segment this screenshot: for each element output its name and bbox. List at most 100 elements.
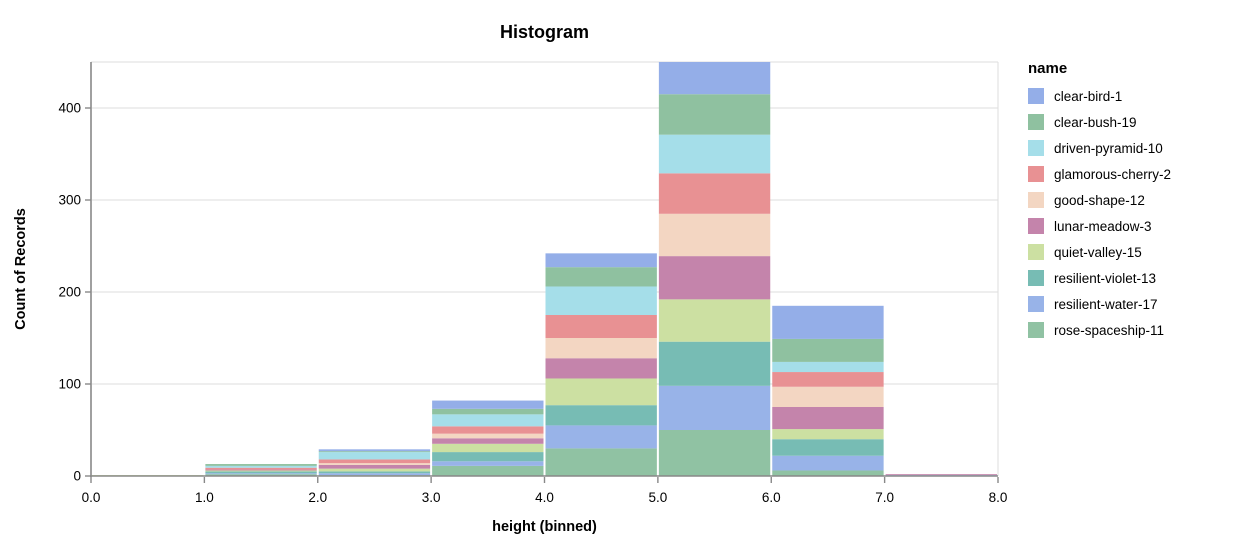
bar-segment-glamorous-cherry-2 xyxy=(545,315,657,338)
bar-segment-lunar-meadow-3 xyxy=(432,438,544,444)
x-tick-label: 1.0 xyxy=(195,490,214,505)
bar-segment-resilient-water-17 xyxy=(545,425,657,449)
legend-items: clear-bird-1 clear-bush-19 driven-pyramid-… xyxy=(1028,88,1171,338)
y-axis-title: Count of Records xyxy=(13,208,29,330)
bar-segment-resilient-water-17 xyxy=(205,473,317,475)
bar-segment-driven-pyramid-10 xyxy=(772,361,884,373)
x-tick-label: 0.0 xyxy=(82,490,101,505)
legend-item-clear-bird-1: clear-bird-1 xyxy=(1028,88,1171,104)
x-tick-label: 6.0 xyxy=(762,490,781,505)
bar-segment-lunar-meadow-3 xyxy=(205,469,317,471)
bar-segment-clear-bird-1 xyxy=(658,62,771,95)
x-tick-label: 2.0 xyxy=(308,490,327,505)
bar-segment-resilient-water-17 xyxy=(772,455,884,471)
legend-swatch xyxy=(1028,140,1044,156)
bar-segment-quiet-valley-15 xyxy=(772,429,884,440)
bar-segment-lunar-meadow-3 xyxy=(772,407,884,430)
y-tick-label: 0 xyxy=(73,469,81,484)
bar-segment-rose-spaceship-11 xyxy=(432,465,544,476)
bar-segment-clear-bush-19 xyxy=(432,408,544,415)
bar-segment-clear-bird-1 xyxy=(432,400,544,409)
legend-item-lunar-meadow-3: lunar-meadow-3 xyxy=(1028,218,1171,234)
legend-item-rose-spaceship-11: rose-spaceship-11 xyxy=(1028,322,1171,338)
bar-segment-resilient-violet-13 xyxy=(205,471,317,474)
legend-label: quiet-valley-15 xyxy=(1054,244,1142,260)
bar-segment-quiet-valley-15 xyxy=(205,470,317,472)
bar-segment-clear-bird-1 xyxy=(545,253,657,268)
legend-item-good-shape-12: good-shape-12 xyxy=(1028,192,1171,208)
bar-segment-clear-bush-19 xyxy=(545,267,657,287)
bar-segment-lunar-meadow-3 xyxy=(545,358,657,379)
bar-segment-glamorous-cherry-2 xyxy=(205,467,317,470)
bar-segment-good-shape-12 xyxy=(432,433,544,439)
bar-segment-quiet-valley-15 xyxy=(545,378,657,406)
legend-swatch xyxy=(1028,244,1044,260)
legend-swatch xyxy=(1028,270,1044,286)
bar-segment-resilient-violet-13 xyxy=(432,452,544,462)
bar-segment-clear-bush-19 xyxy=(658,94,771,135)
legend-swatch xyxy=(1028,322,1044,338)
legend-label: resilient-violet-13 xyxy=(1054,270,1157,286)
legend-label: resilient-water-17 xyxy=(1054,296,1158,312)
bar-segment-clear-bird-1 xyxy=(318,449,431,452)
bar-segment-good-shape-12 xyxy=(318,463,431,465)
bar-segment-glamorous-cherry-2 xyxy=(772,372,884,387)
bar-segment-resilient-water-17 xyxy=(432,461,544,466)
bar-segment-driven-pyramid-10 xyxy=(318,452,431,460)
bar-segment-quiet-valley-15 xyxy=(658,299,771,342)
bar-segment-rose-spaceship-11 xyxy=(545,448,657,476)
x-tick-label: 4.0 xyxy=(535,490,554,505)
legend-label: driven-pyramid-10 xyxy=(1054,140,1163,156)
x-tick-label: 5.0 xyxy=(648,490,667,505)
bar-segment-resilient-violet-13 xyxy=(772,439,884,456)
legend-item-resilient-water-17: resilient-water-17 xyxy=(1028,296,1171,312)
legend-label: good-shape-12 xyxy=(1054,192,1145,208)
bar-segment-glamorous-cherry-2 xyxy=(318,459,431,464)
bar-segment-glamorous-cherry-2 xyxy=(432,426,544,434)
bar-segment-rose-spaceship-11 xyxy=(658,430,771,476)
legend-swatch xyxy=(1028,296,1044,312)
bar-segment-driven-pyramid-10 xyxy=(658,134,771,174)
y-tick-label: 300 xyxy=(58,193,81,208)
bar-segment-glamorous-cherry-2 xyxy=(658,173,771,214)
bar-segment-resilient-violet-13 xyxy=(318,471,431,474)
bar-segment-good-shape-12 xyxy=(772,386,884,407)
bar-segment-clear-bush-19 xyxy=(772,338,884,362)
bar-segment-quiet-valley-15 xyxy=(318,468,431,472)
legend-label: rose-spaceship-11 xyxy=(1054,322,1165,338)
bar-segment-lunar-meadow-3 xyxy=(318,464,431,469)
bar-segment-quiet-valley-15 xyxy=(432,443,544,453)
legend-swatch xyxy=(1028,218,1044,234)
legend-label: glamorous-cherry-2 xyxy=(1054,166,1172,182)
bar-segment-driven-pyramid-10 xyxy=(205,465,317,468)
legend-item-driven-pyramid-10: driven-pyramid-10 xyxy=(1028,140,1171,156)
x-axis-title: height (binned) xyxy=(492,519,597,535)
y-tick-label: 100 xyxy=(58,377,81,392)
legend-item-resilient-violet-13: resilient-violet-13 xyxy=(1028,270,1171,286)
bar-segment-clear-bush-19 xyxy=(318,451,431,453)
bar-segment-driven-pyramid-10 xyxy=(545,286,657,315)
legend-label: clear-bird-1 xyxy=(1054,88,1123,104)
legend-label: clear-bush-19 xyxy=(1054,114,1137,130)
bar-segment-clear-bush-19 xyxy=(205,464,317,466)
bar-segment-resilient-violet-13 xyxy=(658,341,771,386)
legend-swatch xyxy=(1028,166,1044,182)
bar-segment-resilient-water-17 xyxy=(658,385,771,430)
legend: name clear-bird-1 clear-bush-19 driven-pyr… xyxy=(1028,60,1171,348)
bar-segment-good-shape-12 xyxy=(545,338,657,359)
x-tick-label: 3.0 xyxy=(422,490,441,505)
bar-segment-clear-bird-1 xyxy=(772,305,884,339)
legend-label: lunar-meadow-3 xyxy=(1054,218,1152,234)
bar-segment-rose-spaceship-11 xyxy=(772,470,884,476)
legend-item-glamorous-cherry-2: glamorous-cherry-2 xyxy=(1028,166,1171,182)
y-tick-label: 200 xyxy=(58,285,81,300)
legend-swatch xyxy=(1028,88,1044,104)
legend-item-clear-bush-19: clear-bush-19 xyxy=(1028,114,1171,130)
x-tick-label: 8.0 xyxy=(989,490,1008,505)
legend-swatch xyxy=(1028,114,1044,130)
legend-item-quiet-valley-15: quiet-valley-15 xyxy=(1028,244,1171,260)
bar-segment-resilient-violet-13 xyxy=(545,405,657,426)
legend-title: name xyxy=(1028,60,1068,77)
